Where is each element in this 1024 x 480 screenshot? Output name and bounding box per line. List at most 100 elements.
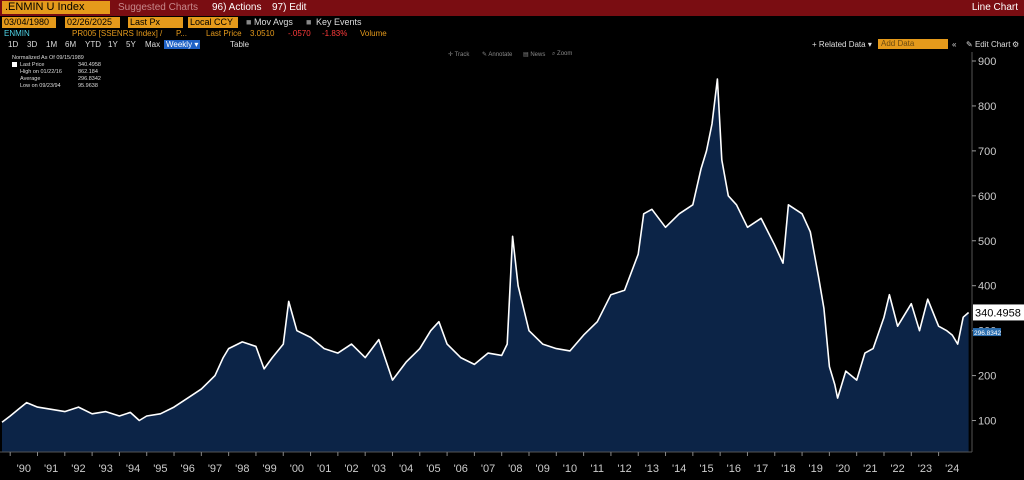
x-tick-label: '97 <box>208 463 222 475</box>
x-tick-label: '23 <box>918 463 932 475</box>
low-label: Low on 09/23/94 <box>20 83 61 89</box>
end-date-field[interactable]: 02/26/2025 <box>65 17 120 28</box>
currency-selector[interactable]: Local CCY <box>188 17 238 28</box>
x-tick-label: '12 <box>617 463 631 475</box>
track-tool[interactable]: ✛ Track <box>448 52 470 58</box>
edit-chart-label: Edit Chart <box>974 40 1011 49</box>
mov-avgs-toggle[interactable]: Mov Avgs <box>254 17 293 27</box>
news-tool[interactable]: ▤ News <box>523 52 546 58</box>
low-value: 95.9638 <box>78 83 98 89</box>
series-line <box>1 78 970 423</box>
x-tick-label: '98 <box>235 463 249 475</box>
y-tick-label: 600 <box>978 191 996 203</box>
legend-row: ENMIN PR005 [SSENRS Index] / P... Last P… <box>0 29 1024 39</box>
date-controls: 03/04/1980 02/26/2025 Last Px Local CCY … <box>0 16 1024 29</box>
tf-3d[interactable]: 3D <box>27 40 38 49</box>
x-tick-label: '05 <box>426 463 440 475</box>
suggested-charts-menu[interactable]: Suggested Charts <box>118 2 199 13</box>
edit-menu[interactable]: 97) Edit <box>272 2 307 13</box>
title-bar: .ENMIN U Index Suggested Charts 96) Acti… <box>0 0 1024 16</box>
average-value: 296.8342 <box>78 76 101 82</box>
x-tick-label: '93 <box>99 463 113 475</box>
legend-series: PR005 [SSENRS Index] / <box>72 29 163 38</box>
add-data-field[interactable]: Add Data <box>878 39 948 49</box>
y-tick-label: 700 <box>978 146 996 158</box>
tf-1y[interactable]: 1Y <box>108 40 118 49</box>
y-tick-label: 200 <box>978 371 996 383</box>
frequency-selector[interactable]: Weekly ▾ <box>164 40 201 49</box>
x-tick-label: '07 <box>481 463 495 475</box>
price-chart[interactable]: 100200300400500600700800900340.4958296.8… <box>0 52 1024 480</box>
tf-1d[interactable]: 1D <box>8 40 19 49</box>
average-label: Average <box>20 76 41 82</box>
y-tick-label: 800 <box>978 101 996 113</box>
normalized-note: Normalized As Of 09/15/1989 <box>12 55 84 61</box>
settings-icon[interactable]: ⚙ <box>1012 40 1020 49</box>
stats-box: Normalized As Of 09/15/1989 Last Price 3… <box>10 55 110 95</box>
x-tick-label: '22 <box>890 463 904 475</box>
key-events-toggle[interactable]: Key Events <box>316 17 362 27</box>
x-tick-label: '10 <box>563 463 577 475</box>
news-label: News <box>530 52 546 58</box>
legend-p: P... <box>176 29 187 38</box>
zoom-tool[interactable]: ⌕ Zoom <box>552 51 573 57</box>
tf-6m[interactable]: 6M <box>65 40 77 49</box>
zoom-label: Zoom <box>557 51 573 57</box>
last-price-value: 340.4958 <box>78 62 101 68</box>
legend-change-pct: -1.83% <box>322 29 348 38</box>
x-tick-label: '91 <box>44 463 58 475</box>
tf-1m[interactable]: 1M <box>46 40 58 49</box>
x-tick-label: '19 <box>809 463 823 475</box>
tf-ytd[interactable]: YTD <box>85 40 101 49</box>
last-price-box <box>973 304 1024 321</box>
x-tick-label: '21 <box>863 463 877 475</box>
average-tag: 296.8342 <box>974 330 1001 337</box>
related-data-dropdown[interactable]: + Related Data ▾ <box>812 40 872 49</box>
collapse-icon[interactable]: « <box>952 40 957 49</box>
x-tick-label: '01 <box>317 463 331 475</box>
x-tick-label: '16 <box>727 463 741 475</box>
actions-menu[interactable]: 96) Actions <box>212 2 262 13</box>
table-tab[interactable]: Table <box>230 40 250 49</box>
security-field[interactable]: .ENMIN U Index <box>2 1 110 14</box>
y-tick-label: 400 <box>978 281 996 293</box>
x-tick-label: '00 <box>290 463 304 475</box>
chart-type-label: Line Chart <box>971 2 1018 13</box>
field-selector[interactable]: Last Px <box>128 17 183 28</box>
x-tick-label: '20 <box>836 463 850 475</box>
track-label: Track <box>454 52 470 58</box>
edit-chart-button[interactable]: ✎ Edit Chart <box>966 40 1011 49</box>
annotate-label: Annotate <box>488 52 513 58</box>
last-price-swatch <box>12 62 17 67</box>
x-tick-label: '94 <box>126 463 140 475</box>
x-tick-label: '17 <box>754 463 768 475</box>
high-label: High on 01/22/16 <box>20 69 62 75</box>
x-tick-label: '06 <box>454 463 468 475</box>
timeframe-bar: 1D 3D 1M 6M YTD 1Y 5Y Max Weekly ▾ Table… <box>0 39 1024 50</box>
x-tick-label: '96 <box>181 463 195 475</box>
x-tick-label: '99 <box>262 463 276 475</box>
x-tick-label: '03 <box>372 463 386 475</box>
high-value: 862.184 <box>78 69 98 75</box>
x-tick-label: '04 <box>399 463 413 475</box>
x-tick-label: '15 <box>699 463 713 475</box>
x-tick-label: '90 <box>17 463 31 475</box>
x-tick-label: '95 <box>153 463 167 475</box>
series-area <box>2 79 969 452</box>
key-events-icon: ■ <box>306 17 312 27</box>
annotate-tool[interactable]: ✎ Annotate <box>482 52 513 58</box>
legend-last-label: Last Price <box>206 29 242 38</box>
y-tick-label: 100 <box>978 416 996 428</box>
tf-5y[interactable]: 5Y <box>126 40 136 49</box>
x-tick-label: '92 <box>71 463 85 475</box>
start-date-field[interactable]: 03/04/1980 <box>2 17 56 28</box>
x-tick-label: '11 <box>591 463 605 475</box>
x-tick-label: '18 <box>781 463 795 475</box>
y-tick-label: 500 <box>978 236 996 248</box>
x-tick-label: '14 <box>672 463 686 475</box>
last-price-tag: 340.4958 <box>975 307 1021 319</box>
legend-change: -.0570 <box>288 29 311 38</box>
frequency-label: Weekly <box>166 40 193 49</box>
tf-max[interactable]: Max <box>145 40 161 49</box>
legend-volume: Volume <box>360 29 387 38</box>
